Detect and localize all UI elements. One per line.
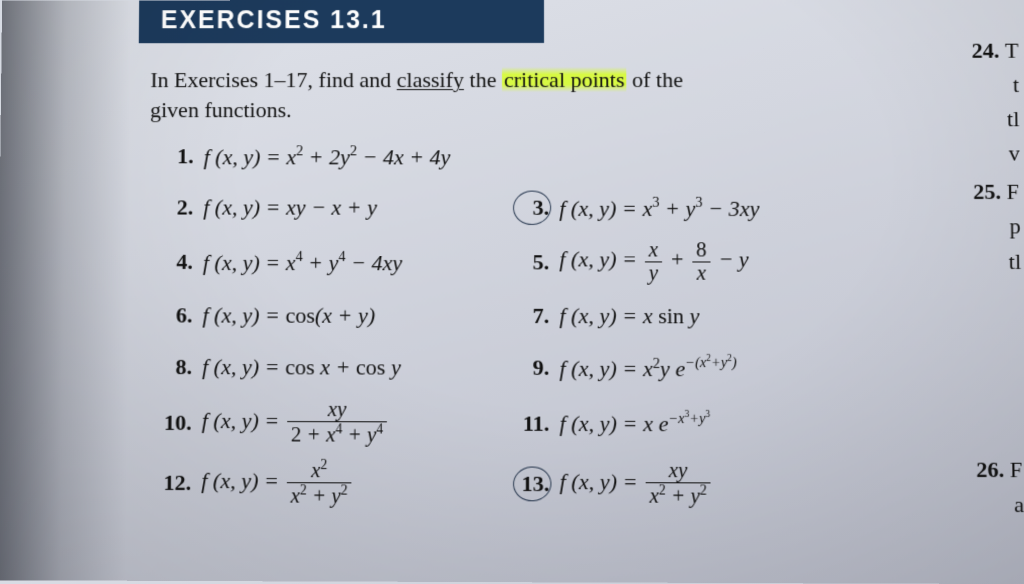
instr-underline: classify [397,67,464,92]
fragment-26: 26. F [976,452,1024,487]
problem-8: 8. f (x, y) = cos x + cos y [162,354,519,381]
instr-mid: the [464,67,502,92]
problem-9: 9. f (x, y) = x2y e−(x2+y2) [519,354,737,382]
problem-number: 9. [519,355,549,381]
problem-expression: f (x, y) = x2 + 2y2 − 4x + 4y [204,143,451,170]
problem-expression: f (x, y) = x3 + y3 − 3xy [559,195,759,222]
section-header: EXERCISES 13.1 [139,0,544,43]
problem-number: 6. [162,302,192,328]
problem-number-circled: 13. [519,470,549,497]
problem-expression: f (x, y) = x e−x3+y3 [559,410,710,438]
instr-highlight: critical points [502,67,627,92]
page-gutter-shadow [0,0,131,580]
instruction-block: In Exercises 1–17, find and classify the… [150,65,1024,125]
problem-12: 12. f (x, y) = x2x2 + y2 [161,458,519,509]
fragment: p [973,210,1020,245]
problem-number: 12. [161,469,191,496]
problem-number: 4. [163,249,193,275]
problem-5: 5. f (x, y) = xy + 8x − y [519,239,749,285]
problem-number: 10. [161,409,191,435]
problem-number: 8. [162,354,192,380]
section-title: EXERCISES 13.1 [161,6,387,34]
problem-expression: f (x, y) = x4 + y4 − 4xy [203,248,402,275]
problem-expression: f (x, y) = cos(x + y) [202,303,375,330]
problems-list: 1. f (x, y) = x2 + 2y2 − 4x + 4y 2. f (x… [161,137,1024,511]
instr-pre: In Exercises 1–17, find and [150,67,396,92]
instr-post: of the [627,67,684,92]
problem-expression: f (x, y) = x2x2 + y2 [201,458,354,509]
problem-7: 7. f (x, y) = x sin y [519,303,700,330]
fragment-25: 25. F [973,175,1020,210]
problem-expression: f (x, y) = xy2 + x4 + y4 [202,399,390,447]
problem-expression: f (x, y) = x sin y [559,303,699,330]
problem-number: 11. [519,410,549,437]
problem-number: 7. [519,303,549,329]
problem-row: 10. f (x, y) = xy2 + x4 + y4 11. f (x, y… [161,399,1024,449]
problem-6: 6. f (x, y) = cos(x + y) [162,302,519,329]
fragment: tl [972,102,1019,136]
problem-number: 1. [164,144,194,170]
problem-expression: f (x, y) = cos x + cos y [202,354,401,381]
problem-expression: f (x, y) = x2y e−(x2+y2) [559,354,736,382]
instr-line2: given functions. [150,97,292,122]
problem-2: 2. f (x, y) = xy − x + y [163,195,519,221]
problem-1: 1. f (x, y) = x2 + 2y2 − 4x + 4y [164,143,519,170]
problem-expression: f (x, y) = xy − x + y [203,195,377,221]
problem-10: 10. f (x, y) = xy2 + x4 + y4 [161,399,519,448]
right-column-fragments: 24. T t tl v 25. F p tl 26. F a [972,34,1024,523]
problem-row: 6. f (x, y) = cos(x + y) 7. f (x, y) = x… [162,295,1024,337]
fragment-24: 24. T [972,34,1019,68]
fragment: v [973,137,1020,171]
problem-expression: f (x, y) = xyx2 + y2 [560,460,714,509]
fragment: t [972,68,1019,102]
problem-4: 4. f (x, y) = x4 + y4 − 4xy [163,248,519,275]
textbook-page: EXERCISES 13.1 In Exercises 1–17, find a… [0,0,1024,584]
problem-3: 3. f (x, y) = x3 + y3 − 3xy [519,195,759,222]
problem-13: 13. f (x, y) = xyx2 + y2 [519,460,713,509]
problem-row: 4. f (x, y) = x4 + y4 − 4xy 5. f (x, y) … [163,239,1024,285]
fragment: a [976,487,1024,522]
problem-number: 2. [163,195,193,221]
problem-number: 5. [519,249,549,275]
fragment: tl [974,244,1021,279]
problem-number-circled: 3. [519,195,549,221]
problem-row: 1. f (x, y) = x2 + 2y2 − 4x + 4y [164,137,1024,178]
problem-expression: f (x, y) = xy + 8x − y [559,239,749,285]
problem-11: 11. f (x, y) = x e−x3+y3 [519,410,710,438]
problem-row: 8. f (x, y) = cos x + cos y 9. f (x, y) … [162,347,1024,389]
problem-row: 12. f (x, y) = x2x2 + y2 13. f (x, y) = … [161,458,1024,511]
problem-row: 2. f (x, y) = xy − x + y 3. f (x, y) = x… [163,188,1024,229]
